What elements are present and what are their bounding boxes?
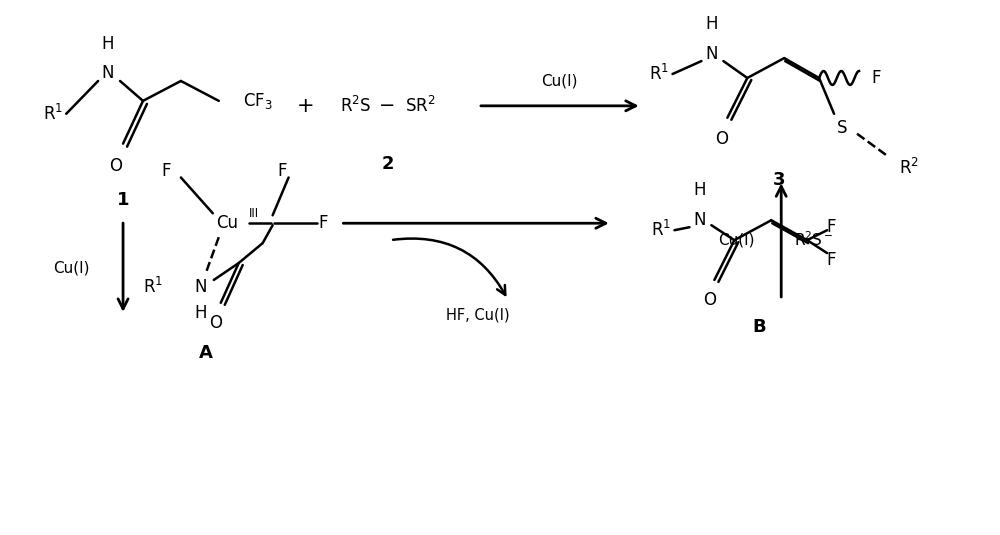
Text: Cu(I): Cu(I) [542, 73, 578, 88]
Text: F: F [319, 214, 328, 232]
Text: O: O [715, 129, 728, 148]
Text: R$^2$: R$^2$ [899, 157, 919, 178]
Text: H: H [705, 16, 718, 33]
Text: F: F [278, 162, 287, 180]
Text: Cu(I): Cu(I) [53, 261, 89, 276]
Text: 3: 3 [773, 171, 785, 189]
Text: H: H [102, 35, 114, 53]
Text: N: N [102, 64, 114, 82]
Text: Cu(I): Cu(I) [718, 233, 754, 248]
Text: O: O [209, 314, 222, 332]
Text: R$^1$: R$^1$ [43, 104, 63, 124]
Text: −: − [379, 96, 396, 116]
Text: CF$_3$: CF$_3$ [243, 91, 273, 111]
Text: N: N [195, 278, 207, 296]
FancyArrowPatch shape [393, 239, 505, 295]
Text: H: H [693, 181, 706, 200]
Text: R$^2$S: R$^2$S [340, 96, 372, 116]
Text: R$^1$: R$^1$ [649, 64, 670, 84]
Text: F: F [826, 218, 836, 236]
Text: N: N [705, 45, 718, 63]
Text: HF, Cu(I): HF, Cu(I) [446, 307, 510, 322]
Text: H: H [195, 304, 207, 322]
Text: O: O [110, 157, 123, 174]
Text: O: O [703, 291, 716, 309]
Text: A: A [199, 343, 213, 362]
Text: R$^1$: R$^1$ [143, 277, 163, 297]
Text: Cu: Cu [216, 214, 238, 232]
Text: B: B [752, 318, 766, 335]
Text: 1: 1 [117, 192, 129, 209]
Text: +: + [297, 96, 314, 116]
Text: 2: 2 [382, 155, 395, 173]
Text: F: F [871, 69, 880, 87]
Text: SR$^2$: SR$^2$ [405, 96, 436, 116]
Text: R$^2$S$^-$: R$^2$S$^-$ [794, 231, 834, 249]
Text: N: N [693, 211, 706, 229]
Text: S: S [837, 119, 847, 137]
Text: R$^1$: R$^1$ [651, 220, 672, 240]
Text: III: III [249, 207, 259, 220]
Text: F: F [826, 251, 836, 269]
Text: F: F [161, 162, 171, 180]
